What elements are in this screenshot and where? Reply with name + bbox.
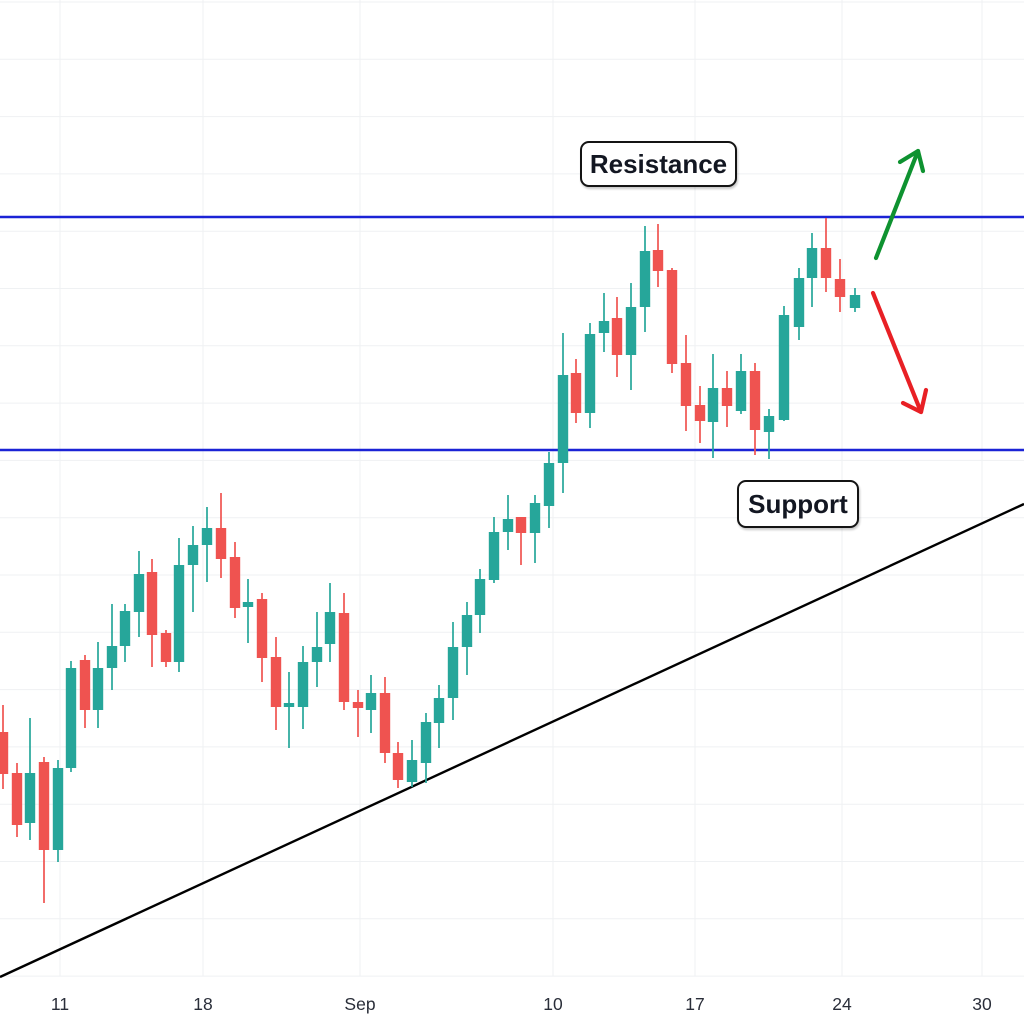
candle-body <box>106 646 118 668</box>
candle-body <box>806 248 818 278</box>
x-axis-label: 10 <box>543 994 563 1014</box>
candle-body <box>119 611 131 646</box>
candle-body <box>625 307 637 355</box>
candle-body <box>65 668 77 768</box>
candle-body <box>297 662 309 707</box>
candle-body <box>229 557 241 608</box>
candle-body <box>763 416 775 432</box>
candle-body <box>474 579 486 615</box>
down-scenario-arrow <box>870 290 924 415</box>
x-axis-label: 24 <box>832 994 852 1014</box>
candle-body <box>324 612 336 644</box>
candle-body <box>160 633 172 662</box>
candle-body <box>584 334 596 413</box>
candle-body <box>201 528 213 545</box>
candle-body <box>749 371 761 430</box>
support-label[interactable]: Support <box>737 480 859 528</box>
candle-body <box>173 565 185 662</box>
x-axis-label: 17 <box>685 994 704 1014</box>
candle-body <box>379 693 391 753</box>
candle-body <box>38 762 50 850</box>
candle-body <box>433 698 445 723</box>
x-axis-label: 11 <box>51 994 69 1014</box>
candle-body <box>447 647 459 698</box>
candle-body <box>529 503 541 533</box>
candle-body <box>557 375 569 463</box>
candle-body <box>461 615 473 647</box>
candle-body <box>256 599 268 658</box>
candle-body <box>242 602 254 607</box>
candle-body <box>24 773 36 823</box>
candle-body <box>338 613 350 702</box>
candle-body <box>834 279 846 297</box>
candle-body <box>365 693 377 710</box>
candle-body <box>652 250 664 271</box>
candle-body <box>666 270 678 364</box>
candle-body <box>270 657 282 707</box>
candle-body <box>735 371 747 411</box>
resistance-label[interactable]: Resistance <box>580 141 737 187</box>
candle-body <box>793 278 805 327</box>
candle-body <box>502 519 514 532</box>
candle-body <box>820 248 832 278</box>
up-scenario-arrow-head <box>897 148 926 174</box>
candle-body <box>133 574 145 612</box>
candle-body <box>778 315 790 420</box>
candle-body <box>52 768 64 850</box>
x-axis-label: 30 <box>972 994 992 1014</box>
candle-body <box>694 405 706 421</box>
candle-body <box>0 732 9 774</box>
candle-body <box>611 318 623 355</box>
candle-body <box>420 722 432 763</box>
candle-body <box>406 760 418 782</box>
candle-body <box>283 703 295 707</box>
candle-body <box>11 773 23 825</box>
candle-body <box>680 363 692 406</box>
candle-body <box>570 373 582 413</box>
candle-body <box>707 388 719 422</box>
candle-body <box>721 388 733 406</box>
candle-body <box>515 517 527 533</box>
candle-body <box>215 528 227 559</box>
candle-body <box>598 321 610 333</box>
down-scenario-arrow-head <box>900 387 929 415</box>
candle-body <box>543 463 555 506</box>
candle-body <box>146 572 158 635</box>
candle-body <box>639 251 651 307</box>
x-axis-label: 18 <box>193 994 212 1014</box>
candle-body <box>392 753 404 780</box>
candle-body <box>352 702 364 708</box>
trendline <box>0 502 1024 979</box>
candle-body <box>79 660 91 710</box>
candle-body <box>92 668 104 710</box>
x-axis-label: Sep <box>344 994 375 1014</box>
candle-body <box>311 647 323 662</box>
up-scenario-arrow <box>873 148 921 261</box>
candle-body <box>849 295 861 308</box>
candle-body <box>488 532 500 580</box>
candle-body <box>187 545 199 565</box>
